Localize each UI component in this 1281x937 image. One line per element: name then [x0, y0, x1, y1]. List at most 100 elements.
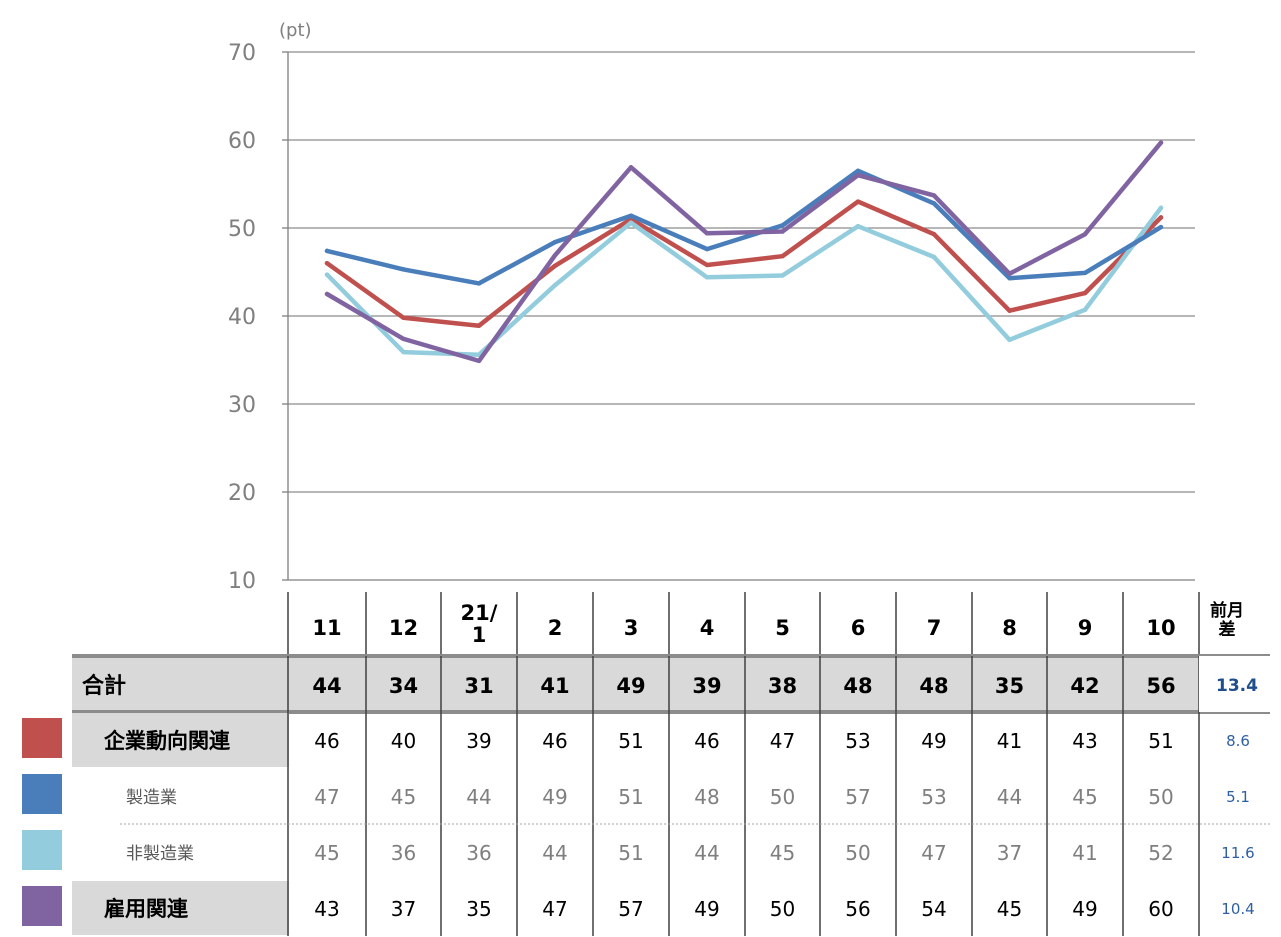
- x-tick-label: 2: [548, 616, 563, 640]
- table-cell: 52: [1148, 841, 1173, 865]
- table-cell: 38: [768, 674, 797, 698]
- series-line-3: [324, 140, 1164, 364]
- series-0-point: [401, 315, 406, 320]
- total-row-label: 合計: [82, 673, 126, 699]
- series-row-label: 雇用関連: [104, 897, 189, 921]
- table-cell: 47: [314, 785, 339, 809]
- series-0-point: [324, 261, 330, 266]
- series-line-2: [324, 205, 1164, 357]
- series-0-point: [931, 231, 937, 237]
- series-1-point: [780, 223, 785, 228]
- series-line-1: [324, 168, 1164, 286]
- table-cell: 44: [466, 785, 491, 809]
- series-0-point: [1158, 215, 1164, 220]
- table-cell: 44: [694, 841, 719, 865]
- y-tick-label: 40: [228, 305, 256, 330]
- table-cell: 46: [694, 729, 719, 753]
- x-tick-label: 11: [312, 616, 341, 640]
- series-3-point: [324, 291, 330, 297]
- series-3-point: [628, 165, 634, 170]
- series-0-point: [704, 262, 710, 268]
- table-cell: 60: [1148, 897, 1173, 921]
- series-3-point: [1082, 231, 1088, 237]
- table-cell: 46: [314, 729, 339, 753]
- table-cell: 44: [997, 785, 1022, 809]
- table-cell: 57: [618, 897, 643, 921]
- unit-label: (pt): [279, 20, 312, 41]
- series-0-point: [1007, 308, 1012, 313]
- y-tick-label: 10: [228, 569, 256, 594]
- gridlines: [288, 51, 1195, 493]
- x-tick-label: 3: [624, 616, 639, 640]
- series-row-label: 製造業: [126, 788, 177, 808]
- table-cell: 45: [770, 841, 795, 865]
- table-cell: 45: [391, 785, 416, 809]
- series-2-point: [855, 224, 861, 229]
- series-0-point: [780, 253, 785, 259]
- table-cell: 48: [694, 785, 719, 809]
- y-tick-label: 60: [228, 129, 256, 154]
- series-3-point: [855, 173, 861, 178]
- table-cell: 50: [770, 897, 795, 921]
- series-1-point: [324, 248, 330, 254]
- series-3-point: [401, 336, 406, 342]
- table-cell: 48: [919, 674, 948, 698]
- table-cell: 54: [921, 897, 946, 921]
- table-cell: 43: [1072, 729, 1097, 753]
- table-cell: 48: [843, 674, 872, 698]
- series-row-label: 企業動向関連: [103, 729, 231, 753]
- table-cell: 37: [391, 897, 416, 921]
- x-tick-label: 5: [775, 616, 790, 640]
- table-cell: 53: [921, 785, 946, 809]
- series-2-point: [704, 275, 710, 280]
- y-axis: 10 20 30 40 50 60 70 (pt): [228, 20, 1195, 594]
- series-3-point: [780, 229, 785, 234]
- x-tick-label: 21/1: [461, 601, 498, 647]
- y-tick-label: 20: [228, 481, 256, 506]
- table-cell: 45: [314, 841, 339, 865]
- table-cell: 41: [997, 729, 1022, 753]
- series-0-point: [1082, 290, 1088, 296]
- table-cell: 45: [1072, 785, 1097, 809]
- x-tick-label: 12: [389, 616, 418, 640]
- series-3-point: [704, 231, 710, 236]
- table-cell: 51: [618, 785, 643, 809]
- table-cell: 51: [618, 841, 643, 865]
- x-tick-label: 7: [927, 616, 942, 640]
- series-lines: [324, 140, 1164, 364]
- table-cell: 46: [542, 729, 567, 753]
- table-cell: 34: [389, 674, 418, 698]
- table-cell: 43: [314, 897, 339, 921]
- diff-cell: 10.4: [1221, 900, 1254, 918]
- y-tick-label: 30: [228, 393, 256, 418]
- table-cell: 56: [1146, 674, 1175, 698]
- diff-cell: 5.1: [1226, 788, 1250, 806]
- series-2-point: [1007, 337, 1012, 342]
- series-2-point: [401, 349, 406, 355]
- diff-cell: 8.6: [1226, 732, 1250, 750]
- y-tick-label: 70: [228, 41, 256, 66]
- legend-swatch: [22, 774, 62, 814]
- table-cell: 37: [997, 841, 1022, 865]
- series-3-point: [552, 253, 558, 258]
- table-cell: 40: [391, 729, 416, 753]
- table-cell: 39: [466, 729, 491, 753]
- legend-swatch: [22, 718, 62, 758]
- series-2-point: [324, 272, 330, 277]
- series-1-point: [1158, 224, 1164, 230]
- series-row-label: 非製造業: [126, 844, 194, 864]
- series-3-point: [1007, 271, 1012, 276]
- x-tick-label: 4: [700, 616, 715, 640]
- series-1-point: [552, 239, 558, 245]
- series-2-point: [628, 220, 634, 225]
- series-1-point: [704, 246, 710, 252]
- diff-cell: 11.6: [1221, 844, 1254, 862]
- series-1-point: [1082, 270, 1088, 276]
- x-tick-label: 10: [1146, 616, 1175, 640]
- table-cell: 41: [540, 674, 569, 698]
- series-0-point: [552, 263, 558, 269]
- legend-swatch: [22, 886, 62, 926]
- series-2-point: [1082, 307, 1088, 313]
- table-cell: 31: [464, 674, 493, 698]
